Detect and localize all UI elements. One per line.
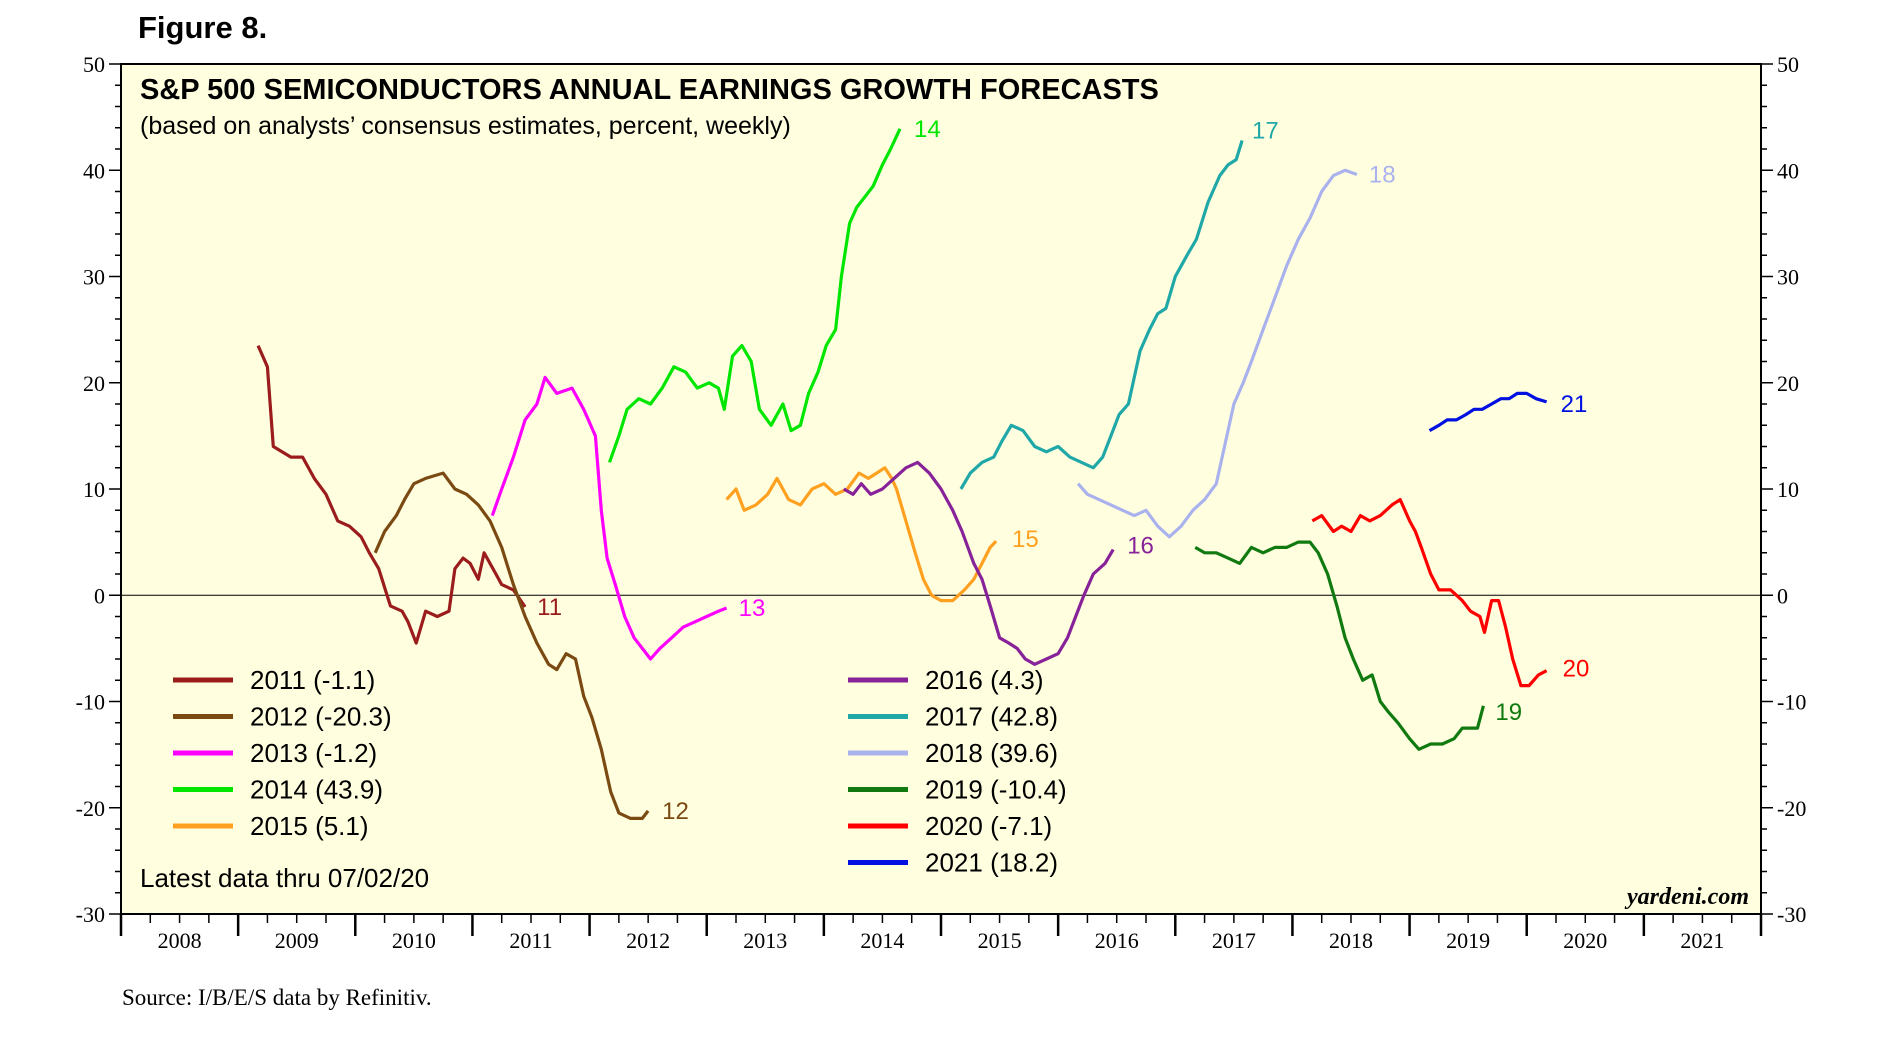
legend-label-2012: 2012 (-20.3) xyxy=(250,702,392,732)
end-label-2012: 12 xyxy=(662,798,689,825)
end-label-2017: 17 xyxy=(1252,118,1279,145)
end-label-2018: 18 xyxy=(1369,162,1396,189)
legend-label-2013: 2013 (-1.2) xyxy=(250,738,377,768)
watermark: yardeni.com xyxy=(1624,884,1749,910)
legend-label-2017: 2017 (42.8) xyxy=(925,702,1058,732)
series-line-2015 xyxy=(725,466,998,603)
y-tick-label-left: -20 xyxy=(76,796,105,821)
y-tick-label-left: 30 xyxy=(83,265,105,290)
legend-label-2021: 2021 (18.2) xyxy=(925,848,1058,878)
x-tick-label: 2010 xyxy=(392,928,436,953)
figure-label: Figure 8. xyxy=(138,10,268,45)
chart-title: S&P 500 SEMICONDUCTORS ANNUAL EARNINGS G… xyxy=(140,74,1159,106)
end-label-2020: 20 xyxy=(1563,656,1590,683)
x-tick-label: 2019 xyxy=(1446,928,1490,953)
end-label-2011: 11 xyxy=(537,594,562,621)
latest-data-note: Latest data thru 07/02/20 xyxy=(140,863,429,893)
series-line-2013 xyxy=(490,375,728,661)
x-tick-label: 2011 xyxy=(509,928,552,953)
y-tick-label-left: 10 xyxy=(83,477,105,502)
y-tick-label-left: 20 xyxy=(83,371,105,396)
x-tick-label: 2013 xyxy=(743,928,787,953)
y-tick-label-left: 50 xyxy=(83,52,105,77)
x-tick-label: 2018 xyxy=(1329,928,1373,953)
y-tick-label-right: 50 xyxy=(1777,52,1799,77)
source-note: Source: I/B/E/S data by Refinitiv. xyxy=(122,985,432,1010)
x-tick-label: 2008 xyxy=(158,928,202,953)
legend-label-2016: 2016 (4.3) xyxy=(925,665,1044,695)
y-tick-label-right: 0 xyxy=(1777,583,1788,608)
y-tick-label-right: 40 xyxy=(1777,158,1799,183)
y-tick-label-left: -30 xyxy=(76,902,105,927)
x-tick-label: 2012 xyxy=(626,928,670,953)
series-line-2021 xyxy=(1428,391,1548,432)
legend-label-2020: 2020 (-7.1) xyxy=(925,811,1052,841)
x-tick-label: 2016 xyxy=(1095,928,1139,953)
x-tick-label: 2015 xyxy=(978,928,1022,953)
x-tick-label: 2020 xyxy=(1563,928,1607,953)
series-line-2019 xyxy=(1194,540,1485,751)
series-line-2014 xyxy=(607,128,902,463)
legend-label-2019: 2019 (-10.4) xyxy=(925,775,1067,805)
series-line-2016 xyxy=(843,460,1115,666)
x-tick-label: 2014 xyxy=(860,928,904,953)
y-tick-label-right: 30 xyxy=(1777,265,1799,290)
series-line-2017 xyxy=(959,140,1244,490)
end-label-2019: 19 xyxy=(1495,699,1522,726)
series-line-2012 xyxy=(373,471,650,820)
legend-label-2015: 2015 (5.1) xyxy=(250,811,369,841)
x-tick-label: 2009 xyxy=(275,928,319,953)
x-tick-label: 2017 xyxy=(1212,928,1256,953)
y-tick-label-right: 10 xyxy=(1777,477,1799,502)
end-label-2013: 13 xyxy=(739,595,766,622)
y-tick-label-right: -30 xyxy=(1777,902,1806,927)
y-tick-label-left: 0 xyxy=(94,583,105,608)
end-label-2014: 14 xyxy=(914,116,941,143)
legend-label-2014: 2014 (43.9) xyxy=(250,775,383,805)
y-tick-label-left: -10 xyxy=(76,690,105,715)
y-tick-label-right: -10 xyxy=(1777,690,1806,715)
y-tick-label-left: 40 xyxy=(83,158,105,183)
legend-label-2011: 2011 (-1.1) xyxy=(250,665,375,695)
end-label-2016: 16 xyxy=(1127,533,1154,560)
end-label-2015: 15 xyxy=(1012,526,1039,553)
y-tick-label-right: 20 xyxy=(1777,371,1799,396)
chart-subtitle: (based on analysts’ consensus estimates,… xyxy=(140,112,791,140)
series-line-2011 xyxy=(256,344,527,645)
series-line-2018 xyxy=(1076,168,1358,539)
end-label-2021: 21 xyxy=(1561,391,1588,418)
y-tick-label-right: -20 xyxy=(1777,796,1806,821)
x-tick-label: 2021 xyxy=(1680,928,1724,953)
series-line-2020 xyxy=(1311,498,1548,688)
legend-label-2018: 2018 (39.6) xyxy=(925,738,1058,768)
